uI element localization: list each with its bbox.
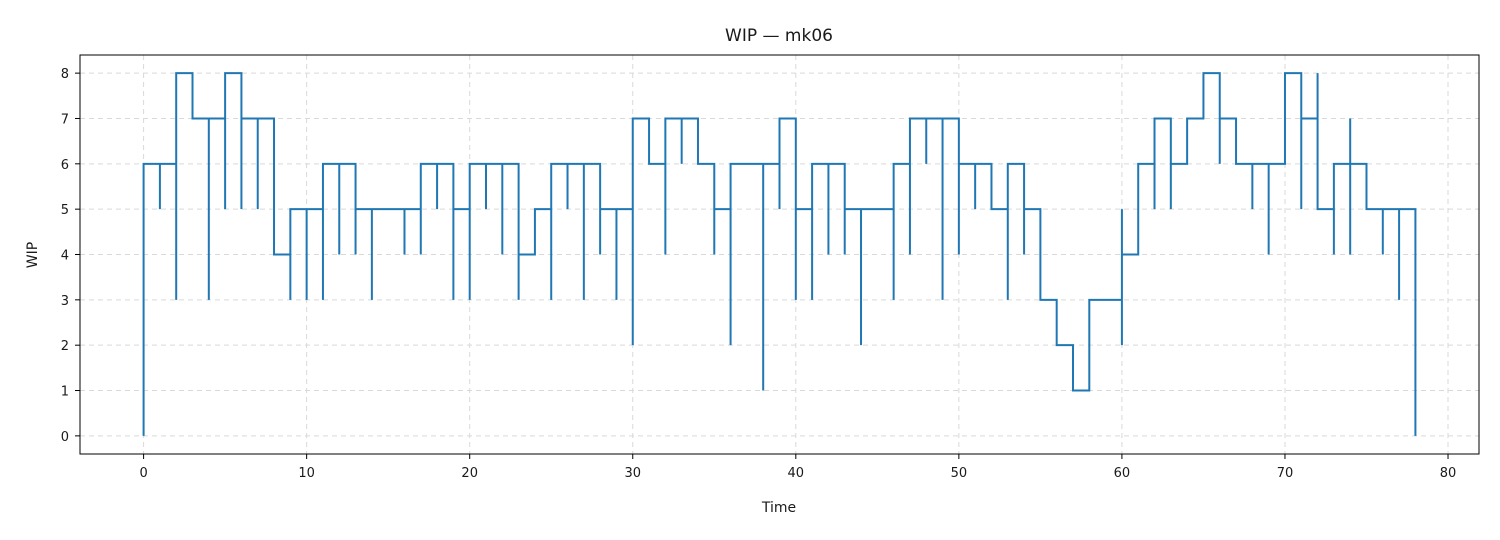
x-tick-label: 60 [1114,466,1131,481]
x-tick-label: 50 [951,466,968,481]
x-tick-label: 70 [1277,466,1294,481]
x-tick-label: 20 [461,466,478,481]
y-axis-title: WIP [25,242,41,268]
wip-series-line [142,72,1417,436]
y-tick-label: 5 [61,203,69,218]
x-axis-title: Time [761,500,796,516]
chart-title: WIP — mk06 [725,26,833,46]
y-tick-label: 7 [61,112,69,127]
y-tick-label: 0 [61,430,69,445]
x-axis: 0 10 20 30 40 50 60 70 80 [139,454,1456,481]
x-tick-label: 40 [788,466,805,481]
y-axis: 0 1 2 3 4 5 6 7 8 [61,67,80,445]
y-tick-label: 8 [61,67,69,82]
x-tick-label: 80 [1440,466,1457,481]
y-tick-label: 1 [61,385,69,400]
y-tick-label: 3 [61,294,69,309]
x-tick-label: 10 [298,466,315,481]
x-tick-label: 30 [624,466,641,481]
y-tick-label: 6 [61,158,69,173]
y-tick-label: 2 [61,339,69,354]
x-tick-label: 0 [139,466,147,481]
y-tick-label: 4 [61,249,69,264]
